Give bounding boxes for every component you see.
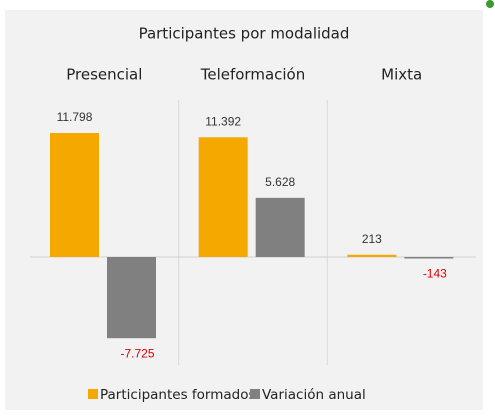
- data-label: 11.798: [57, 110, 93, 124]
- legend-swatch: [250, 389, 260, 399]
- panel-header: Presencial: [66, 66, 142, 84]
- data-label: 213: [362, 232, 382, 246]
- corner-dot: [486, 0, 494, 8]
- bar: [404, 257, 454, 259]
- panel-header: Mixta: [381, 66, 422, 84]
- data-label: -143: [423, 267, 447, 281]
- bar: [198, 137, 248, 257]
- panel-header: Teleformación: [200, 66, 306, 84]
- legend-label: Variación anual: [262, 387, 366, 403]
- chart-title: Participantes por modalidad: [139, 25, 350, 43]
- data-label: 11.392: [205, 114, 241, 128]
- legend-swatch: [88, 389, 98, 399]
- bar: [347, 254, 397, 257]
- bar: [107, 257, 156, 339]
- data-label: -7.725: [120, 346, 154, 360]
- data-label: 5.628: [265, 175, 295, 189]
- legend-label: Participantes formados: [100, 387, 256, 403]
- bar: [255, 197, 305, 257]
- bar: [50, 133, 99, 257]
